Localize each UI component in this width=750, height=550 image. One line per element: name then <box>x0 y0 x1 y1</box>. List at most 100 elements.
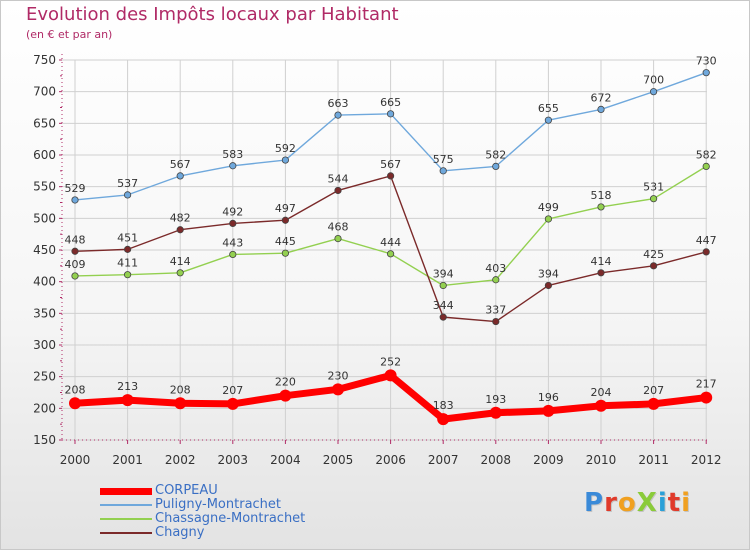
data-label: 252 <box>380 355 401 368</box>
y-tick-label: 350 <box>33 306 56 320</box>
data-label: 730 <box>696 55 717 68</box>
data-label: 207 <box>643 384 664 397</box>
data-label: 414 <box>591 255 612 268</box>
data-point <box>647 397 660 410</box>
data-label: 183 <box>433 399 454 412</box>
data-point <box>649 195 658 203</box>
data-label: 213 <box>117 380 138 393</box>
data-label: 582 <box>485 148 506 161</box>
data-point <box>544 215 553 223</box>
data-label: 220 <box>275 376 296 389</box>
y-tick-label: 600 <box>33 148 56 162</box>
data-point <box>229 219 237 227</box>
data-label: 592 <box>275 142 296 155</box>
data-label: 663 <box>328 97 349 110</box>
data-label: 492 <box>222 205 243 218</box>
data-label: 672 <box>591 91 612 104</box>
data-point <box>124 271 132 279</box>
data-point <box>597 105 605 114</box>
data-point <box>544 281 553 290</box>
data-point <box>702 162 710 170</box>
data-label: 544 <box>328 172 349 185</box>
data-point <box>542 404 555 417</box>
data-point <box>121 394 134 407</box>
data-point <box>386 250 395 258</box>
data-label: 444 <box>380 236 401 249</box>
data-point <box>174 397 187 410</box>
data-label: 655 <box>538 102 559 115</box>
data-label: 394 <box>433 267 454 280</box>
y-tick-label: 400 <box>33 275 56 289</box>
data-label: 204 <box>591 386 612 399</box>
data-label: 443 <box>222 236 243 249</box>
legend-label: Chassagne-Montrachet <box>155 511 306 526</box>
x-tick-label: 2010 <box>586 453 617 467</box>
data-label: 193 <box>485 393 506 406</box>
x-tick-label: 2005 <box>323 453 354 467</box>
data-point <box>384 369 397 382</box>
y-tick-label: 300 <box>33 338 56 352</box>
data-label: 425 <box>643 248 664 261</box>
data-label: 207 <box>222 384 243 397</box>
chart-title: Evolution des Impôts locaux par Habitant <box>26 4 399 25</box>
data-label: 567 <box>380 158 401 171</box>
data-point <box>649 88 658 96</box>
data-label: 665 <box>380 96 401 109</box>
data-label: 208 <box>65 383 86 396</box>
data-point <box>492 317 500 326</box>
x-tick-label: 2001 <box>112 453 143 467</box>
data-point <box>279 389 292 402</box>
x-tick-label: 2004 <box>270 453 301 467</box>
x-tick-label: 2003 <box>218 453 249 467</box>
data-label: 208 <box>170 383 191 396</box>
data-point <box>492 162 500 170</box>
data-point <box>386 172 395 180</box>
data-point <box>332 383 344 396</box>
data-point <box>439 281 447 290</box>
data-point <box>492 276 500 284</box>
data-point <box>702 69 710 77</box>
data-label: 344 <box>433 299 454 312</box>
data-label: 414 <box>170 255 191 268</box>
data-label: 700 <box>643 74 664 87</box>
data-point <box>595 399 607 412</box>
data-point <box>489 406 502 419</box>
data-point <box>700 391 713 404</box>
data-label: 217 <box>696 378 717 391</box>
data-point <box>229 162 237 170</box>
y-tick-label: 700 <box>33 85 56 99</box>
data-point <box>597 203 605 211</box>
data-point <box>334 111 342 119</box>
legend-swatch <box>100 504 152 506</box>
data-point <box>544 116 553 124</box>
data-label: 575 <box>433 153 454 166</box>
chart-subtitle: (en € et par an) <box>26 28 113 41</box>
y-tick-label: 500 <box>33 211 56 225</box>
data-point <box>229 250 237 259</box>
y-tick-label: 150 <box>33 433 56 447</box>
data-label: 567 <box>170 158 191 171</box>
x-tick-label: 2011 <box>638 453 669 467</box>
data-label: 447 <box>696 234 717 247</box>
data-point <box>124 191 132 199</box>
data-point <box>71 272 79 280</box>
data-point <box>334 186 342 195</box>
y-tick-label: 250 <box>33 370 56 384</box>
data-label: 583 <box>222 148 243 161</box>
data-point <box>649 262 658 270</box>
legend-swatch <box>100 488 152 495</box>
x-tick-label: 2006 <box>375 453 406 467</box>
data-point <box>437 413 450 426</box>
data-label: 537 <box>117 177 138 190</box>
y-tick-label: 750 <box>33 53 56 67</box>
legend-label: Chagny <box>155 525 205 540</box>
data-label: 445 <box>275 235 296 248</box>
data-label: 411 <box>117 257 138 270</box>
data-point <box>702 248 710 256</box>
y-tick-label: 200 <box>33 401 56 415</box>
data-label: 518 <box>591 189 612 202</box>
data-point <box>439 313 447 321</box>
data-point <box>226 397 239 410</box>
data-label: 394 <box>538 267 559 280</box>
